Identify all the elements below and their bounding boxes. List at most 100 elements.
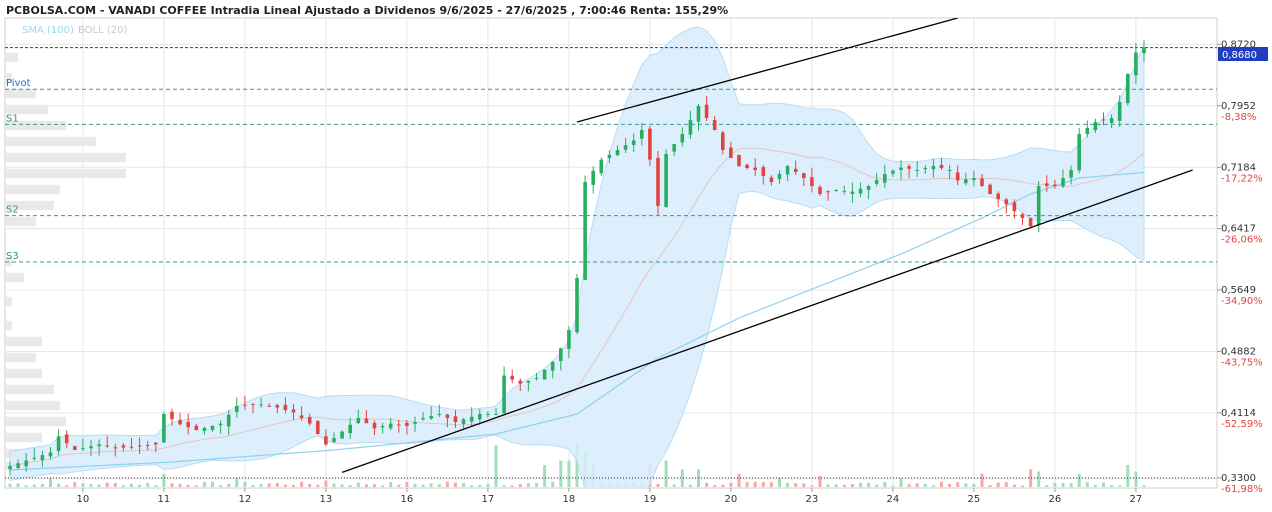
candle-body <box>1028 218 1033 226</box>
volume-bar <box>656 483 660 487</box>
candle-body <box>340 431 344 439</box>
volume-bar <box>859 482 862 487</box>
volume-bar <box>575 443 579 487</box>
x-tick-label: 23 <box>806 494 819 505</box>
y-pct-label: -17,22% <box>1221 173 1263 184</box>
volume-bar <box>1004 482 1008 487</box>
volume-bar <box>186 484 190 487</box>
candle-body <box>243 404 247 406</box>
volume-bar <box>421 484 425 487</box>
volume-bar <box>97 484 101 487</box>
candle-body <box>745 164 749 168</box>
volume-bar <box>535 483 538 487</box>
candle-body <box>964 179 968 184</box>
candle-body <box>445 414 450 418</box>
volume-bar <box>462 483 466 487</box>
candle-body <box>777 174 782 180</box>
volume-bar <box>162 473 166 487</box>
volume-bar <box>105 482 109 487</box>
x-tick-label: 24 <box>887 494 900 505</box>
volume-bar <box>1045 485 1049 487</box>
candle-body <box>664 154 668 207</box>
y-tick-label: 0,4114 <box>1221 408 1256 419</box>
pivot-label: S3 <box>6 251 19 262</box>
volume-bar <box>988 485 992 487</box>
volume-bar <box>16 483 20 487</box>
x-tick-label: 12 <box>239 494 252 505</box>
volume-bar <box>251 484 255 487</box>
x-tick-label: 26 <box>1049 494 1062 505</box>
volume-bar <box>510 485 514 487</box>
profile-bar <box>6 384 54 395</box>
candle-body <box>534 378 539 379</box>
volume-bar <box>1102 482 1105 487</box>
volume-bar <box>454 482 457 487</box>
pivot-label: S1 <box>6 113 19 124</box>
volume-bar <box>121 485 125 487</box>
volume-bar <box>227 483 231 487</box>
candle-body <box>899 167 903 171</box>
volume-bar <box>316 484 320 487</box>
y-tick-label: 0,5649 <box>1221 285 1256 296</box>
volume-bar <box>1061 482 1065 487</box>
candle-body <box>56 436 61 452</box>
volume-bar <box>842 484 846 487</box>
volume-bar <box>202 481 206 487</box>
volume-bar <box>389 482 393 487</box>
volume-bar <box>972 483 976 487</box>
candle-body <box>226 414 231 427</box>
candle-body <box>721 132 725 150</box>
candle-body <box>753 167 757 170</box>
y-tick-label: 0,6417 <box>1221 224 1256 235</box>
candle-body <box>48 452 53 457</box>
candle-body <box>113 447 118 449</box>
y-pct-label: -8,38% <box>1221 112 1256 123</box>
sma-line <box>9 171 1145 471</box>
candle-body <box>680 134 685 143</box>
volume-bar <box>219 485 223 487</box>
x-axis: 10 11 12 13 16 17 18 19 20 23 24 25 26 27 <box>77 488 1142 505</box>
volume-bar <box>405 482 409 487</box>
candle-body <box>364 418 369 424</box>
volume-bar <box>794 483 798 487</box>
candle-body <box>324 436 328 445</box>
candle-body <box>486 414 490 416</box>
candle-body <box>8 466 12 470</box>
candle-body <box>761 167 766 176</box>
volume-bar <box>170 483 174 487</box>
volume-bar <box>470 485 474 487</box>
volume-bar <box>502 485 506 487</box>
volume-bar <box>437 484 441 487</box>
x-tick-label: 18 <box>563 494 576 505</box>
candle-body <box>793 168 798 172</box>
candle-body <box>372 422 377 429</box>
volume-bar <box>138 484 142 487</box>
candle-body <box>810 177 814 186</box>
volume-bar <box>340 484 344 487</box>
volume-bar <box>494 445 498 487</box>
volume-bar <box>899 478 903 487</box>
candle-body <box>947 170 952 171</box>
candle-body <box>413 422 417 424</box>
candle-body <box>1077 134 1081 171</box>
y-pct-label: -52,59% <box>1221 419 1263 430</box>
candle-body <box>73 446 77 450</box>
volume-bar <box>49 478 52 487</box>
candle-body <box>453 416 458 422</box>
x-tick-label: 16 <box>401 494 414 505</box>
candle-body <box>769 177 774 182</box>
candle-body <box>559 348 563 362</box>
volume-bar <box>1085 482 1089 487</box>
volume-bar <box>543 465 547 487</box>
candle-body <box>502 375 506 414</box>
candle-body <box>550 362 555 371</box>
candle-body <box>656 157 660 206</box>
volume-bar <box>1093 484 1097 487</box>
volume-bar <box>753 481 757 487</box>
volume-bar <box>356 482 360 487</box>
current-price-badge: 0,8680 <box>1218 47 1268 61</box>
volume-bar <box>130 483 133 487</box>
candle-body <box>89 446 93 449</box>
volume-bar <box>956 482 960 487</box>
candle-body <box>129 446 134 448</box>
